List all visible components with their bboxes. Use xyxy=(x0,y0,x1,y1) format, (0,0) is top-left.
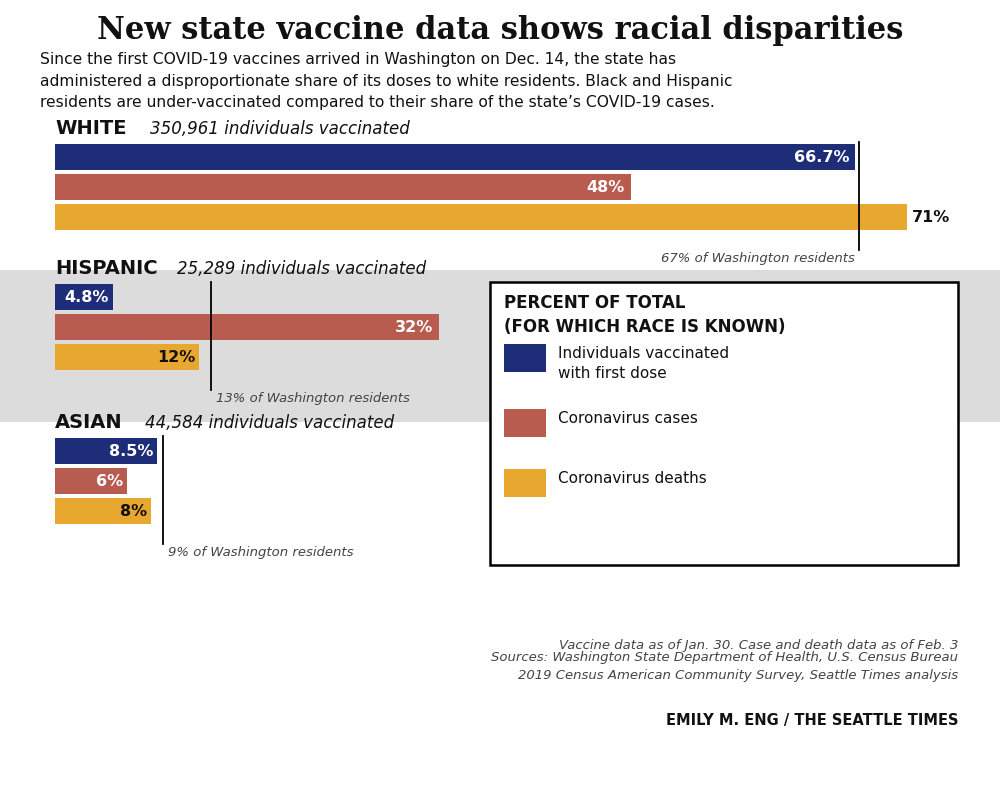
Text: 9% of Washington residents: 9% of Washington residents xyxy=(168,546,354,559)
Text: WHITE: WHITE xyxy=(55,119,126,138)
FancyBboxPatch shape xyxy=(55,204,907,230)
Text: 350,961 individuals vaccinated: 350,961 individuals vaccinated xyxy=(150,120,410,138)
FancyBboxPatch shape xyxy=(55,314,439,340)
FancyBboxPatch shape xyxy=(504,344,546,372)
Text: ASIAN: ASIAN xyxy=(55,413,123,432)
Text: 12%: 12% xyxy=(157,350,195,365)
Text: 66.7%: 66.7% xyxy=(794,150,849,165)
Text: Sources: Washington State Department of Health, U.S. Census Bureau
2019 Census A: Sources: Washington State Department of … xyxy=(491,651,958,682)
Text: Vaccine data as of Jan. 30. Case and death data as of Feb. 3: Vaccine data as of Jan. 30. Case and dea… xyxy=(559,639,958,652)
FancyBboxPatch shape xyxy=(504,469,546,497)
FancyBboxPatch shape xyxy=(55,344,199,370)
Text: New state vaccine data shows racial disparities: New state vaccine data shows racial disp… xyxy=(97,15,903,46)
Text: Coronavirus cases: Coronavirus cases xyxy=(558,411,698,426)
Text: 6%: 6% xyxy=(96,474,123,489)
FancyBboxPatch shape xyxy=(55,174,631,200)
Text: 8%: 8% xyxy=(120,503,147,518)
FancyBboxPatch shape xyxy=(55,468,127,494)
FancyBboxPatch shape xyxy=(0,270,1000,422)
Text: 25,289 individuals vaccinated: 25,289 individuals vaccinated xyxy=(177,260,426,278)
Text: 4.8%: 4.8% xyxy=(64,290,109,305)
FancyBboxPatch shape xyxy=(55,144,855,170)
FancyBboxPatch shape xyxy=(55,498,151,524)
Text: 44,584 individuals vaccinated: 44,584 individuals vaccinated xyxy=(145,414,394,432)
Text: EMILY M. ENG / THE SEATTLE TIMES: EMILY M. ENG / THE SEATTLE TIMES xyxy=(666,713,958,728)
FancyBboxPatch shape xyxy=(55,438,157,464)
Text: PERCENT OF TOTAL
(FOR WHICH RACE IS KNOWN): PERCENT OF TOTAL (FOR WHICH RACE IS KNOW… xyxy=(504,294,786,336)
Text: Since the first COVID-19 vaccines arrived in Washington on Dec. 14, the state ha: Since the first COVID-19 vaccines arrive… xyxy=(40,52,732,110)
Text: Coronavirus deaths: Coronavirus deaths xyxy=(558,471,707,486)
Text: 48%: 48% xyxy=(587,179,625,194)
Text: 8.5%: 8.5% xyxy=(109,443,153,458)
FancyBboxPatch shape xyxy=(504,409,546,437)
FancyBboxPatch shape xyxy=(490,282,958,565)
Text: 13% of Washington residents: 13% of Washington residents xyxy=(216,392,410,405)
Text: 32%: 32% xyxy=(395,319,433,334)
Text: HISPANIC: HISPANIC xyxy=(55,259,158,278)
Text: 71%: 71% xyxy=(912,210,950,225)
FancyBboxPatch shape xyxy=(55,284,113,310)
Text: 67% of Washington residents: 67% of Washington residents xyxy=(661,252,855,265)
Text: Individuals vaccinated
with first dose: Individuals vaccinated with first dose xyxy=(558,346,729,381)
